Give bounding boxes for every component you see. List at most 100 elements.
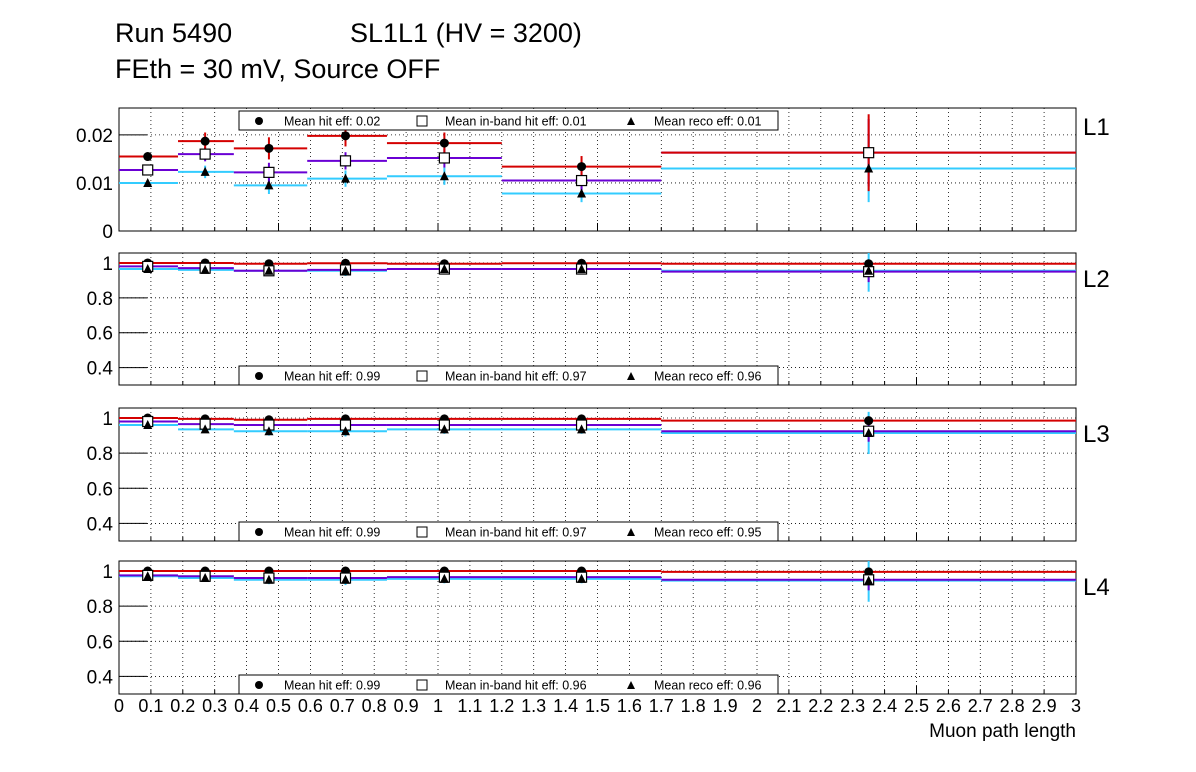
y-tick-label: 0.4 [87, 514, 114, 535]
legend-reco-icon [627, 372, 635, 380]
hit-marker [864, 567, 874, 577]
inband-marker [863, 147, 875, 159]
panel-l1: 0 0.01 0.02 Mean hit eff: 0.02 Mean in-band … [76, 107, 1110, 243]
x-tick-label: 2.6 [936, 696, 961, 716]
panel-l3: 0.4 0.6 0.8 1 Mean hit eff: 0.99 Mean in-band… [87, 407, 1110, 542]
y-tick-label: 0.4 [87, 667, 114, 688]
reco-marker [200, 166, 210, 176]
legend-box [238, 110, 779, 131]
x-tick-label: 2.4 [872, 696, 897, 716]
legend-inband-icon [416, 679, 428, 691]
x-tick-label: 2.8 [1000, 696, 1025, 716]
legend-entry: Mean hit eff: 0.99 [284, 526, 380, 540]
hit-marker [577, 162, 587, 172]
x-tick-label: 0.3 [202, 696, 227, 716]
x-tick-label: 2.3 [840, 696, 865, 716]
hit-marker [200, 136, 210, 146]
legend-box [238, 365, 779, 386]
legend-inband-icon [416, 370, 428, 382]
y-tick-label: 1 [102, 254, 113, 275]
x-tick-label: 1.4 [553, 696, 578, 716]
hit-marker [439, 138, 449, 148]
legend-hit-icon [255, 372, 263, 380]
hit-marker [264, 143, 274, 153]
reco-marker [264, 426, 274, 436]
reco-marker [200, 573, 210, 583]
x-tick-label: 1.7 [649, 696, 674, 716]
x-tick-label: 1.9 [713, 696, 738, 716]
x-tick-label: 2.7 [968, 696, 993, 716]
reco-marker [577, 264, 587, 274]
y-tick-label: 0.02 [76, 126, 113, 147]
title-conditions: FEth = 30 mV, Source OFF [115, 54, 440, 84]
legend-inband-icon [416, 115, 428, 127]
reco-marker [864, 163, 874, 173]
reco-marker [143, 571, 153, 581]
legend-box [238, 674, 779, 695]
y-tick-label: 0 [102, 222, 113, 243]
x-tick-label: 2 [752, 696, 762, 716]
y-tick-label: 0.01 [76, 174, 113, 195]
inband-marker [263, 166, 275, 178]
panel-label: L2 [1083, 266, 1110, 293]
legend-entry: Mean reco eff: 0.01 [654, 115, 762, 129]
legend-entry: Mean in-band hit eff: 0.01 [445, 115, 587, 129]
panel-frame [118, 407, 1077, 542]
x-tick-label: 1.6 [617, 696, 642, 716]
y-tick-label: 0.4 [87, 359, 114, 380]
inband-marker [339, 155, 352, 167]
legend: Mean hit eff: 0.99 Mean in-band hit eff: … [238, 521, 779, 542]
x-tick-label: 0.5 [266, 696, 291, 716]
x-axis-label: Muon path length [929, 721, 1076, 742]
x-tick-label: 0.6 [298, 696, 323, 716]
reco-marker [864, 265, 874, 275]
reco-marker [264, 180, 274, 190]
reco-marker [340, 574, 350, 584]
y-tick-label: 1 [102, 562, 113, 583]
x-tick-label: 0.1 [138, 696, 163, 716]
reco-marker [439, 171, 449, 181]
x-tick-label: 0.4 [234, 696, 259, 716]
panel-l2: 0.4 0.6 0.8 1 Mean hit eff: 0.99 Mean in-band… [87, 252, 1110, 386]
legend-entry: Mean reco eff: 0.95 [654, 526, 762, 540]
inband-marker [142, 164, 154, 176]
reco-marker [340, 265, 350, 275]
legend-hit-icon [255, 681, 263, 689]
legend-hit-icon [255, 117, 263, 125]
reco-marker [864, 575, 874, 585]
legend: Mean hit eff: 0.99 Mean in-band hit eff: … [238, 365, 779, 386]
x-tick-label: 0.8 [362, 696, 387, 716]
reco-marker [143, 420, 153, 430]
reco-marker [264, 574, 274, 584]
panel-label: L4 [1083, 574, 1110, 601]
y-tick-label: 0.8 [87, 444, 113, 465]
panel-l4: 0.4 0.6 0.8 1 Mean hit eff: 0.99 Mean in-band… [87, 560, 1110, 716]
y-tick-label: 0.6 [87, 479, 113, 500]
reco-marker [200, 424, 210, 434]
reco-marker [439, 424, 449, 434]
x-tick-label: 0.9 [394, 696, 419, 716]
inband-marker [438, 152, 450, 164]
reco-marker [577, 188, 587, 198]
reco-marker [864, 427, 874, 437]
inband-marker [575, 174, 588, 187]
y-tick-label: 1 [102, 409, 113, 430]
y-tick-label: 0.8 [87, 597, 113, 618]
legend-entry: Mean in-band hit eff: 0.97 [445, 526, 587, 540]
legend-entry: Mean in-band hit eff: 0.97 [445, 370, 587, 384]
x-tick-label: 0 [114, 696, 124, 716]
x-tick-label: 1.8 [681, 696, 706, 716]
reco-marker [143, 264, 153, 274]
x-tick-label: 1.2 [489, 696, 514, 716]
x-tick-label: 0.7 [330, 696, 355, 716]
x-tick-label: 3 [1071, 696, 1081, 716]
y-tick-label: 0.6 [87, 324, 113, 345]
x-tick-label: 1.5 [585, 696, 610, 716]
panel-label: L3 [1083, 421, 1110, 448]
legend-entry: Mean reco eff: 0.96 [654, 370, 762, 384]
legend-reco-icon [627, 528, 635, 536]
x-tick-label: 2.5 [904, 696, 929, 716]
reco-marker [340, 426, 350, 436]
reco-marker [200, 264, 210, 274]
legend-inband-icon [416, 526, 428, 538]
